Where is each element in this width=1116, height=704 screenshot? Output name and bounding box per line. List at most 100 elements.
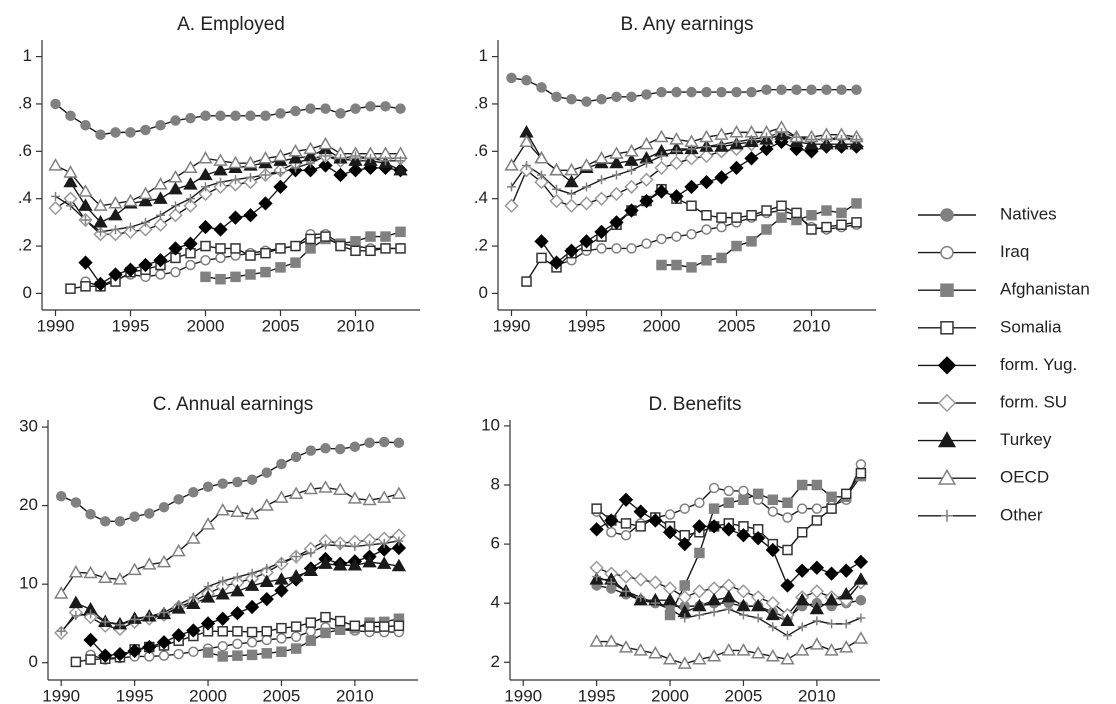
marker — [246, 649, 258, 661]
marker — [519, 134, 534, 147]
marker — [686, 262, 697, 273]
marker — [335, 541, 345, 551]
marker — [940, 208, 954, 222]
marker — [671, 231, 682, 242]
marker — [305, 617, 317, 628]
marker — [836, 207, 847, 219]
marker — [609, 186, 624, 202]
marker — [941, 509, 953, 522]
marker — [783, 631, 792, 641]
marker — [776, 200, 787, 212]
series-line — [90, 626, 399, 661]
marker — [170, 115, 181, 126]
marker — [334, 615, 346, 627]
marker — [937, 468, 957, 485]
x-tick-label: 2000 — [651, 686, 689, 704]
marker — [579, 234, 594, 249]
marker — [564, 198, 579, 213]
marker — [723, 485, 735, 497]
marker — [291, 552, 301, 562]
marker — [701, 210, 712, 221]
marker — [851, 84, 862, 95]
marker — [349, 441, 361, 452]
marker — [380, 101, 391, 112]
marker — [391, 558, 407, 572]
marker — [618, 492, 634, 507]
panel: B. Any earnings 0 .2 .4 .6 .8 1 1990 1995 2000 200… — [474, 14, 876, 335]
marker — [656, 259, 667, 271]
marker — [677, 656, 692, 669]
marker — [111, 224, 120, 234]
marker — [232, 650, 243, 661]
marker — [246, 637, 258, 648]
marker — [761, 84, 772, 95]
marker — [642, 158, 651, 168]
marker — [609, 155, 624, 169]
marker — [290, 451, 302, 463]
marker — [108, 227, 123, 242]
marker — [246, 474, 258, 485]
marker — [694, 610, 704, 620]
marker — [396, 156, 405, 166]
marker — [188, 593, 198, 603]
marker — [171, 628, 186, 643]
y-tick-label: 0 — [29, 652, 38, 671]
marker — [391, 540, 407, 556]
legend-label: form. SU — [1000, 392, 1067, 411]
marker — [305, 233, 316, 245]
marker — [260, 110, 271, 122]
marker — [85, 509, 96, 520]
marker — [258, 196, 273, 211]
marker — [174, 600, 184, 610]
marker — [731, 212, 742, 223]
marker — [795, 643, 810, 656]
marker — [855, 594, 867, 606]
marker — [86, 609, 96, 619]
marker — [506, 72, 517, 84]
x-tick-label: 2005 — [718, 316, 756, 335]
marker — [245, 269, 256, 280]
x-tick-label: 2010 — [798, 686, 836, 704]
marker — [320, 443, 331, 454]
marker — [380, 231, 391, 242]
marker — [672, 146, 681, 156]
marker — [186, 596, 201, 609]
marker — [686, 228, 697, 240]
y-tick-label: .2 — [474, 236, 488, 255]
marker — [796, 503, 808, 514]
marker — [230, 583, 245, 597]
marker — [582, 182, 591, 192]
marker — [321, 540, 330, 550]
marker — [780, 578, 795, 593]
marker — [624, 143, 639, 157]
y-tick-label: 2 — [491, 652, 500, 671]
marker — [155, 269, 166, 280]
marker — [144, 611, 154, 621]
marker — [218, 576, 228, 586]
marker — [589, 634, 604, 647]
marker — [349, 620, 361, 632]
marker — [217, 640, 228, 652]
marker — [245, 250, 256, 261]
marker — [752, 488, 764, 500]
marker — [853, 554, 869, 569]
marker — [276, 458, 287, 470]
marker — [394, 536, 404, 546]
marker — [669, 156, 684, 171]
marker — [841, 619, 851, 629]
marker — [156, 635, 172, 650]
marker — [183, 198, 198, 213]
marker — [738, 485, 749, 497]
marker — [215, 587, 230, 600]
marker — [686, 200, 697, 212]
marker — [213, 153, 228, 166]
marker — [706, 649, 722, 662]
marker — [706, 592, 722, 606]
marker — [706, 581, 722, 596]
marker — [230, 606, 245, 621]
marker — [750, 598, 766, 612]
y-tick-label: .2 — [18, 236, 32, 255]
marker — [362, 492, 377, 506]
marker — [153, 253, 168, 268]
